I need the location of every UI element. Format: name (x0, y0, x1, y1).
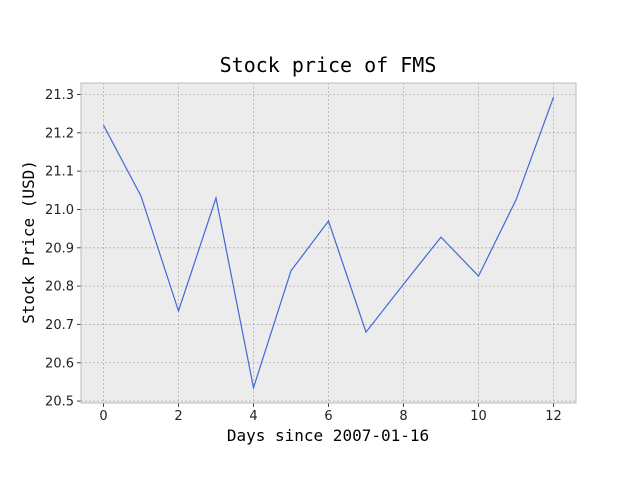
y-tick-label: 20.6 (45, 356, 74, 371)
y-tick-label: 21.0 (45, 203, 74, 218)
y-tick-label: 20.7 (45, 318, 74, 333)
x-tick-label: 10 (470, 409, 487, 424)
tick-marks (77, 93, 554, 407)
x-tick-label: 8 (399, 409, 407, 424)
tick-labels: 0 2 4 6 8 10 12 20.5 20.6 20.7 20.8 20.9 21.0 21.1 21.… (45, 88, 562, 424)
x-tick-label: 6 (324, 409, 332, 424)
y-tick-label: 21.2 (45, 126, 74, 141)
y-tick-label: 21.3 (45, 88, 74, 103)
y-axis-label: Stock Price (USD) (19, 160, 38, 324)
grid (81, 83, 576, 403)
y-tick-label: 20.8 (45, 280, 74, 295)
x-axis-label: Days since 2007-01-16 (227, 426, 429, 445)
x-tick-label: 2 (174, 409, 182, 424)
y-tick-label: 20.9 (45, 241, 74, 256)
y-tick-label: 21.1 (45, 165, 74, 180)
series-line (102, 96, 555, 391)
y-tick-label: 20.5 (45, 395, 74, 410)
x-tick-label: 4 (249, 409, 257, 424)
chart-title: Stock price of FMS (220, 53, 437, 77)
plot-frame (80, 82, 577, 404)
x-tick-label: 0 (99, 409, 107, 424)
x-tick-label: 12 (545, 409, 562, 424)
